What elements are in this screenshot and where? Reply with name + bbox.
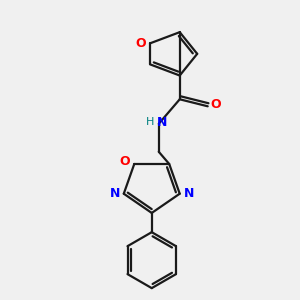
- Text: N: N: [184, 187, 194, 200]
- Text: O: O: [135, 37, 146, 50]
- Text: O: O: [211, 98, 221, 111]
- Text: N: N: [110, 187, 120, 200]
- Text: N: N: [157, 116, 167, 129]
- Text: H: H: [146, 117, 154, 128]
- Text: O: O: [119, 155, 130, 168]
